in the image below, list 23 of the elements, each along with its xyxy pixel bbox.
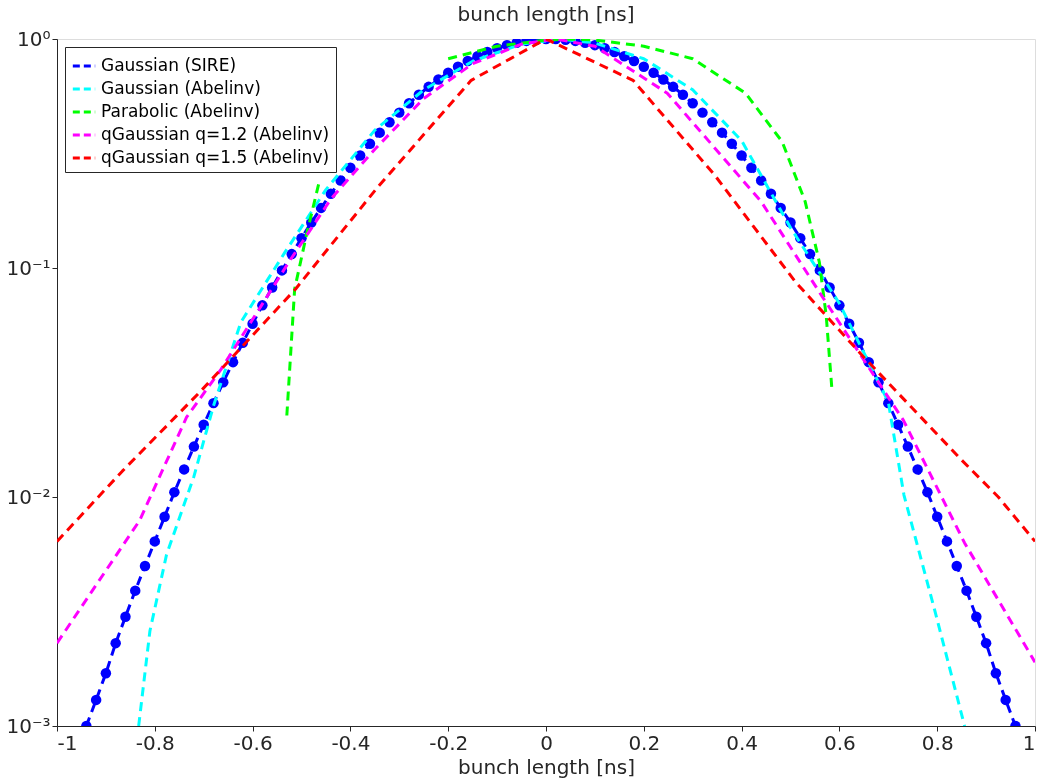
- y-tick-label: 10⁻³: [6, 713, 51, 738]
- y-tick-label: 10⁻¹: [6, 255, 51, 280]
- x-tick-label: -0.8: [135, 730, 175, 755]
- chart-title: bunch length [ns]: [457, 2, 635, 26]
- x-tick-label: -0.4: [331, 730, 371, 755]
- x-tick-label: 0.8: [921, 730, 954, 755]
- x-tick-label: -0.6: [233, 730, 273, 755]
- y-tick-label: 10⁰: [17, 26, 51, 51]
- line-series: [57, 39, 1035, 543]
- legend-label: Gaussian (SIRE): [101, 55, 237, 75]
- x-tick-label: -0.2: [429, 730, 469, 755]
- legend-label: Parabolic (Abelinv): [101, 101, 261, 121]
- legend-label: qGaussian q=1.5 (Abelinv): [101, 147, 330, 167]
- legend-label: Gaussian (Abelinv): [101, 78, 261, 98]
- x-tick-label: 1: [1022, 730, 1036, 755]
- legend-label: qGaussian q=1.2 (Abelinv): [101, 124, 330, 144]
- x-axis-title: bunch length [ns]: [458, 754, 635, 779]
- x-tick-label: 0.6: [823, 730, 856, 755]
- y-tick-label: 10⁻²: [6, 484, 51, 509]
- x-tick-label: 0.2: [628, 730, 661, 755]
- x-tick-label: 0: [540, 730, 553, 755]
- x-tick-label: -1: [57, 730, 78, 755]
- x-tick-label: 0.4: [726, 730, 759, 755]
